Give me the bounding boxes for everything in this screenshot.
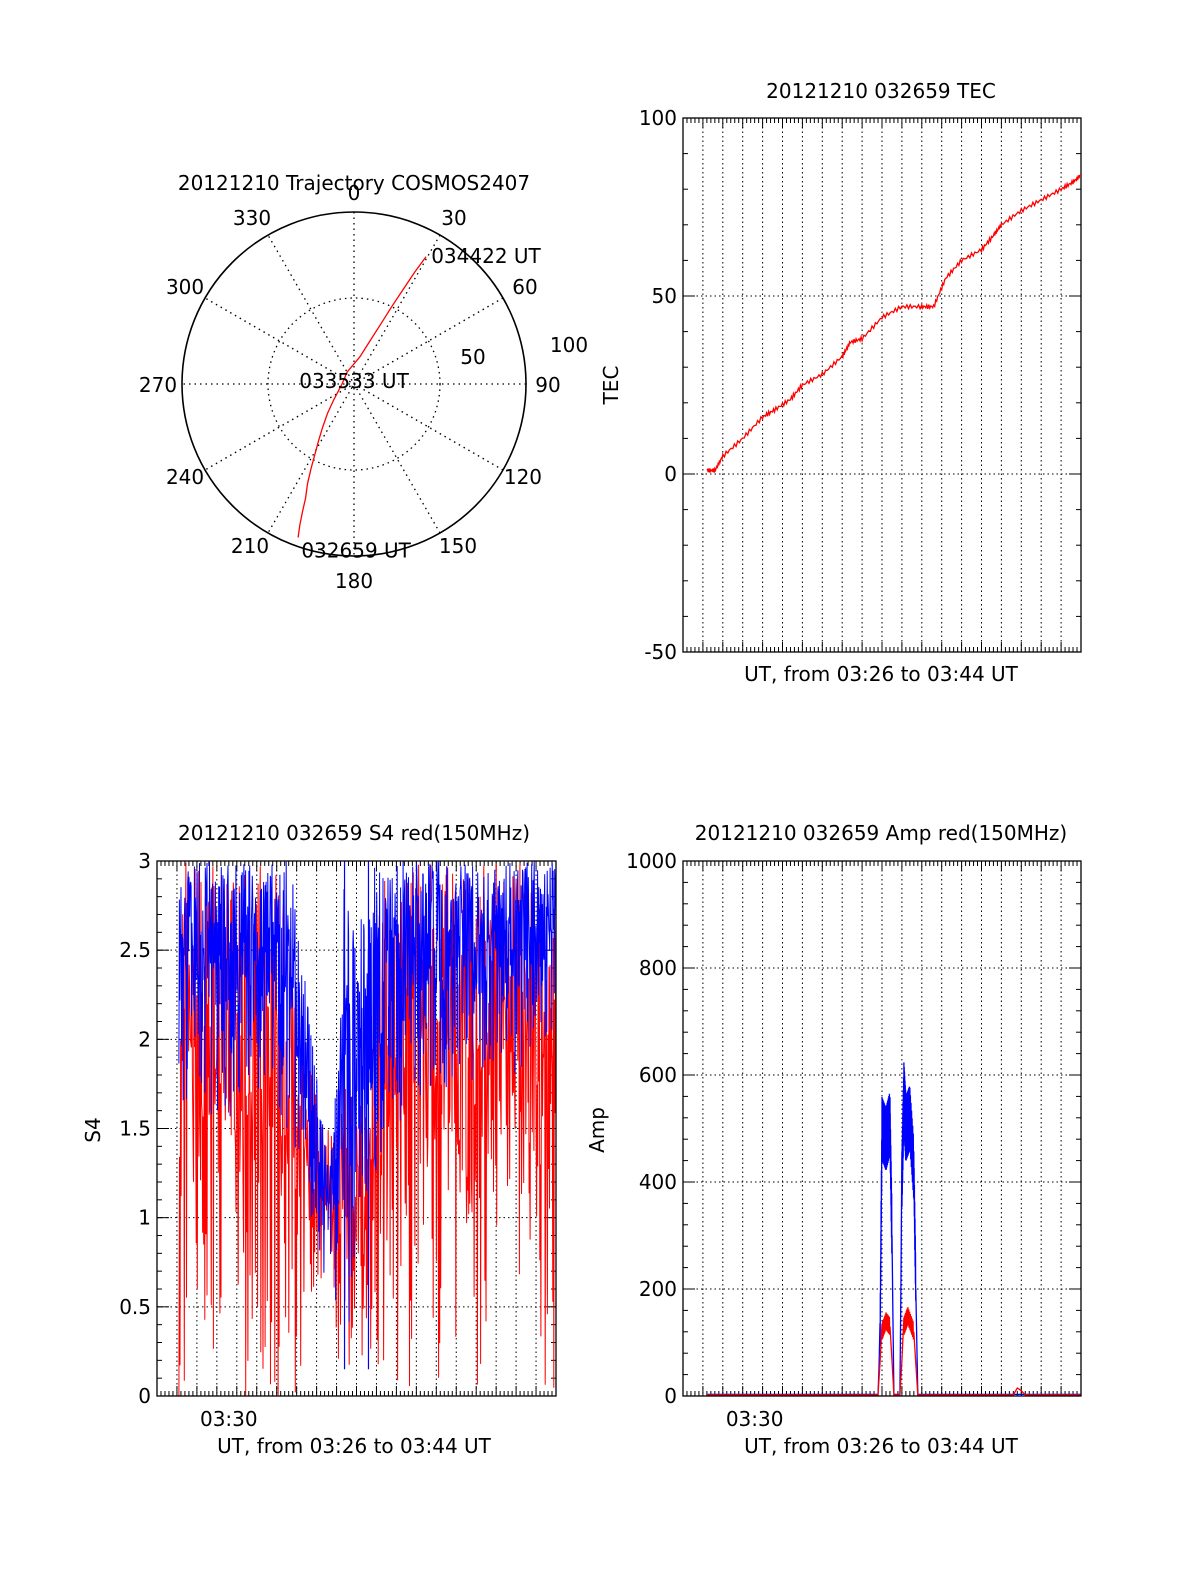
ytick-label-2: 2: [138, 1027, 151, 1051]
angle-label-270: 270: [139, 373, 177, 397]
amp-title: 20121210 032659 Amp red(150MHz): [695, 821, 1067, 845]
s4-tick-labels: 0 0.5 1 1.5 2 2.5 3 03:30: [119, 849, 557, 1431]
s4-xlabel: UT, from 03:26 to 03:44 UT: [217, 1434, 492, 1458]
amp-series: [706, 1062, 1081, 1396]
angle-label-30: 30: [441, 206, 466, 230]
tec-tick-labels: -50 0 50 100: [639, 106, 677, 664]
ytick-label-200: 200: [639, 1277, 677, 1301]
ytick-label-0: 0: [664, 1384, 677, 1408]
annotation-0: 034422 UT: [431, 244, 541, 268]
amp-chart: 20121210 032659 Amp red(150MHz) 0 200 400 6…: [585, 821, 1082, 1458]
angle-label-300: 300: [166, 275, 204, 299]
ytick-label-m50: -50: [644, 640, 677, 664]
xtick-label-0: 03:30: [200, 1407, 258, 1431]
polar-outer-ring: [181, 211, 527, 557]
angle-label-210: 210: [231, 534, 269, 558]
angle-label-150: 150: [439, 534, 477, 558]
s4-series: [178, 861, 556, 1396]
xtick-label-0: 03:30: [726, 1407, 784, 1431]
polar-spoke: [267, 234, 441, 534]
trajectory-series: [297, 256, 427, 538]
ytick-label-50: 50: [652, 284, 677, 308]
plot-frame: [156, 860, 557, 1397]
polar-grid: [181, 211, 527, 557]
ytick-label-0_5: 0.5: [119, 1295, 151, 1319]
trajectory-annotations: 034422 UT 033533 UT 032659 UT: [299, 244, 541, 563]
tec-grid: [682, 117, 1082, 653]
ytick-label-3: 3: [138, 849, 151, 873]
polar-radial-labels: 50 100: [460, 333, 588, 369]
amp-line-blue: [706, 1062, 1081, 1396]
angle-label-240: 240: [166, 465, 204, 489]
s4-chart: 20121210 032659 S4 red(150MHz) 0 0.5 1 1.5 2…: [81, 821, 557, 1458]
amp-ylabel: Amp: [585, 1107, 609, 1153]
amp-line-red: [706, 1307, 1081, 1396]
annotation-1: 033533 UT: [299, 369, 409, 393]
ytick-label-400: 400: [639, 1170, 677, 1194]
ytick-label-100: 100: [639, 106, 677, 130]
ytick-label-0: 0: [664, 462, 677, 486]
amp-grid: [682, 860, 1082, 1397]
amp-xlabel: UT, from 03:26 to 03:44 UT: [744, 1434, 1019, 1458]
angle-label-90: 90: [535, 373, 560, 397]
ytick-label-600: 600: [639, 1063, 677, 1087]
tec-series: [706, 174, 1082, 474]
angle-label-330: 330: [233, 206, 271, 230]
ytick-label-0: 0: [138, 1384, 151, 1408]
angle-label-120: 120: [504, 465, 542, 489]
polar-inner-ring: [267, 297, 441, 471]
angle-label-60: 60: [512, 275, 537, 299]
radial-label-100: 100: [550, 333, 588, 357]
ytick-label-1000: 1000: [626, 849, 677, 873]
amp-tick-labels: 0 200 400 600 800 1000 03:30: [626, 849, 1082, 1431]
s4-title: 20121210 032659 S4 red(150MHz): [178, 821, 530, 845]
ytick-label-2_5: 2.5: [119, 938, 151, 962]
ytick-label-800: 800: [639, 956, 677, 980]
trajectory-polar-chart: 20121210 Trajectory COSMOS2407 0 30 60 90 12…: [139, 171, 588, 593]
tec-ylabel: TEC: [599, 366, 623, 406]
tec-xlabel: UT, from 03:26 to 03:44 UT: [744, 662, 1019, 686]
tec-title: 20121210 032659 TEC: [766, 79, 996, 103]
trajectory-title: 20121210 Trajectory COSMOS2407: [178, 171, 530, 195]
plot-frame: [682, 860, 1082, 1397]
angle-label-180: 180: [335, 569, 373, 593]
polar-angle-labels: 0 30 60 90 120 150 180 210 240 270 300 330: [139, 181, 561, 593]
annotation-2: 032659 UT: [301, 539, 411, 563]
trajectory-line: [297, 256, 427, 538]
tec-chart: 20121210 032659 TEC -50 0 50 100 UT, from 0…: [599, 79, 1082, 686]
plot-frame: [682, 117, 1082, 653]
ytick-label-1_5: 1.5: [119, 1117, 151, 1141]
s4-ylabel: S4: [81, 1117, 105, 1142]
tec-line: [706, 174, 1082, 474]
s4-line-blue: [178, 861, 556, 1322]
angle-label-0: 0: [348, 181, 361, 205]
ytick-label-1: 1: [138, 1206, 151, 1230]
radial-label-50: 50: [460, 345, 485, 369]
